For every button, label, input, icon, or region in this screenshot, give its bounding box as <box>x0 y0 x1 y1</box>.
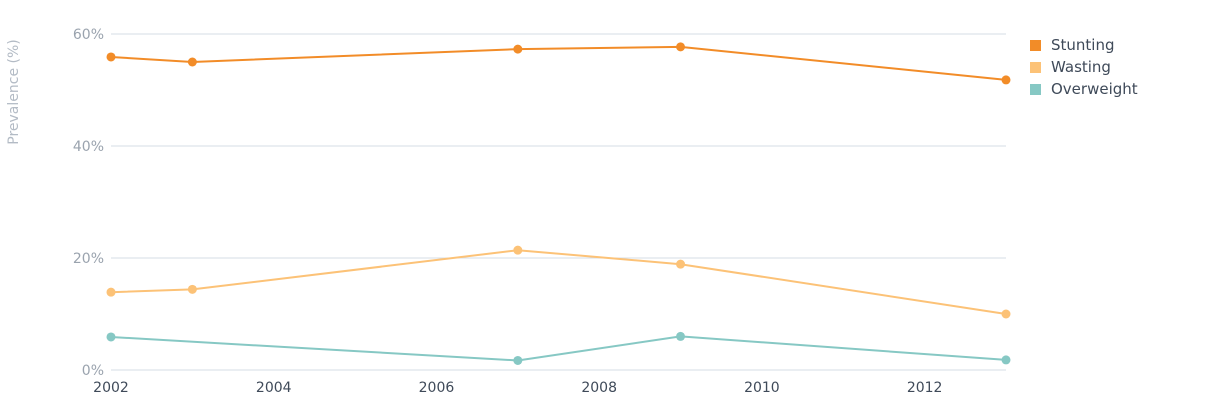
data-point-overweight[interactable] <box>1001 355 1011 365</box>
series-lines <box>106 42 1011 365</box>
x-axis-ticks: 2002 2004 2006 2008 2010 2012 <box>93 380 942 396</box>
legend-swatch-overweight <box>1030 83 1041 95</box>
legend-label-wasting: Wasting <box>1051 58 1111 76</box>
legend-swatch-stunting <box>1030 39 1041 51</box>
series-line-stunting <box>110 45 1007 81</box>
series-overweight <box>106 331 1011 365</box>
data-point-wasting[interactable] <box>676 259 686 269</box>
x-tick-label: 2006 <box>419 380 455 396</box>
y-tick-label: 60% <box>73 27 104 43</box>
legend-item-wasting[interactable]: Wasting <box>1030 56 1138 78</box>
legend-label-stunting: Stunting <box>1051 36 1115 54</box>
y-axis-ticks: 0% 20% 40% 60% <box>73 27 104 379</box>
series-wasting <box>106 245 1011 319</box>
series-stunting <box>106 42 1011 85</box>
data-point-overweight[interactable] <box>676 331 686 341</box>
data-point-wasting[interactable] <box>1001 309 1011 319</box>
y-tick-label: 20% <box>73 251 104 267</box>
series-line-overweight <box>110 335 1007 362</box>
x-tick-label: 2002 <box>93 380 129 396</box>
x-tick-label: 2008 <box>581 380 617 396</box>
data-point-stunting[interactable] <box>106 52 116 62</box>
x-tick-label: 2004 <box>256 380 292 396</box>
y-axis-title: Prevalence (%) <box>6 39 22 145</box>
data-point-wasting[interactable] <box>513 245 523 255</box>
x-tick-label: 2012 <box>907 380 943 396</box>
data-point-stunting[interactable] <box>513 44 523 54</box>
legend-item-stunting[interactable]: Stunting <box>1030 34 1138 56</box>
legend-item-overweight[interactable]: Overweight <box>1030 78 1138 100</box>
data-point-wasting[interactable] <box>187 284 197 294</box>
data-point-overweight[interactable] <box>513 355 523 365</box>
data-point-stunting[interactable] <box>676 42 686 52</box>
legend-label-overweight: Overweight <box>1051 80 1138 98</box>
data-point-wasting[interactable] <box>106 287 116 297</box>
grid-lines <box>111 33 1006 371</box>
series-line-wasting <box>110 249 1007 315</box>
legend-swatch-wasting <box>1030 61 1041 73</box>
x-tick-label: 2010 <box>744 380 780 396</box>
data-point-stunting[interactable] <box>187 57 197 67</box>
y-tick-label: 40% <box>73 139 104 155</box>
legend: Stunting Wasting Overweight <box>1030 34 1138 100</box>
y-tick-label: 0% <box>82 363 104 379</box>
data-point-overweight[interactable] <box>106 332 116 342</box>
data-point-stunting[interactable] <box>1001 75 1011 85</box>
